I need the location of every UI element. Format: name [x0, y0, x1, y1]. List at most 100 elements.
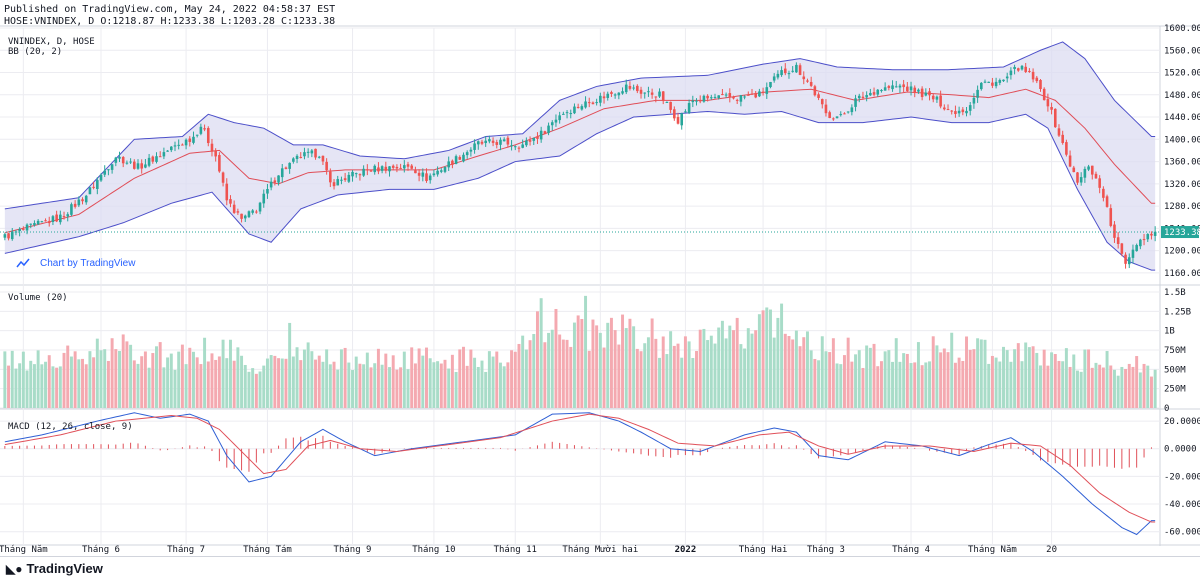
candle-body[interactable]	[943, 107, 946, 110]
volume-bar[interactable]	[968, 349, 972, 408]
volume-bar[interactable]	[739, 344, 743, 408]
candle-body[interactable]	[924, 92, 928, 96]
candle-body[interactable]	[351, 171, 354, 177]
volume-bar[interactable]	[720, 320, 724, 408]
candle-body[interactable]	[880, 90, 883, 92]
volume-bar[interactable]	[280, 358, 284, 408]
candle-body[interactable]	[266, 188, 269, 194]
volume-bar[interactable]	[1112, 369, 1116, 408]
candle-body[interactable]	[1061, 134, 1064, 143]
candle-body[interactable]	[965, 110, 968, 114]
candle-body[interactable]	[750, 93, 754, 95]
volume-bar[interactable]	[402, 351, 406, 408]
candle-body[interactable]	[506, 137, 510, 145]
candle-body[interactable]	[232, 204, 236, 213]
candle-body[interactable]	[724, 94, 728, 96]
volume-bar[interactable]	[787, 336, 791, 408]
volume-bar[interactable]	[994, 357, 998, 408]
candle-body[interactable]	[691, 100, 695, 103]
volume-bar[interactable]	[820, 336, 824, 408]
candle-body[interactable]	[872, 92, 876, 95]
candle-body[interactable]	[1120, 243, 1124, 254]
candle-body[interactable]	[1153, 231, 1157, 236]
candle-body[interactable]	[1009, 70, 1013, 76]
volume-bar[interactable]	[746, 328, 750, 408]
candle-body[interactable]	[710, 97, 713, 99]
volume-bar[interactable]	[621, 314, 625, 408]
volume-bar[interactable]	[195, 357, 199, 408]
candle-body[interactable]	[425, 173, 428, 181]
volume-bar[interactable]	[498, 362, 502, 408]
candle-body[interactable]	[928, 91, 931, 96]
candle-body[interactable]	[687, 103, 691, 113]
volume-bar[interactable]	[14, 368, 18, 408]
candle-body[interactable]	[81, 199, 84, 202]
candle-body[interactable]	[499, 139, 502, 145]
volume-bar[interactable]	[21, 351, 25, 408]
volume-bar[interactable]	[10, 350, 14, 408]
candle-body[interactable]	[1105, 196, 1109, 207]
candle-body[interactable]	[129, 161, 132, 163]
volume-bar[interactable]	[580, 318, 584, 408]
volume-bar[interactable]	[976, 338, 980, 408]
candle-body[interactable]	[133, 161, 136, 169]
volume-bar[interactable]	[887, 350, 891, 408]
candle-body[interactable]	[458, 156, 462, 160]
volume-bar[interactable]	[458, 349, 462, 408]
candle-body[interactable]	[1124, 254, 1127, 264]
volume-bar[interactable]	[539, 298, 543, 408]
candle-body[interactable]	[340, 179, 343, 181]
volume-bar[interactable]	[162, 367, 166, 408]
candle-body[interactable]	[1087, 166, 1090, 170]
volume-bar[interactable]	[924, 362, 928, 408]
volume-bar[interactable]	[77, 359, 81, 408]
candle-body[interactable]	[525, 140, 528, 146]
volume-bar[interactable]	[535, 311, 539, 408]
candle-body[interactable]	[1042, 88, 1046, 101]
candle-body[interactable]	[188, 138, 192, 142]
volume-bar[interactable]	[199, 364, 203, 408]
candle-body[interactable]	[809, 81, 813, 86]
candle-body[interactable]	[25, 224, 29, 231]
volume-bar[interactable]	[987, 363, 991, 408]
volume-bar[interactable]	[473, 357, 477, 408]
candle-body[interactable]	[10, 231, 14, 240]
candle-body[interactable]	[1035, 77, 1039, 82]
volume-bar[interactable]	[894, 338, 898, 408]
volume-bar[interactable]	[339, 349, 343, 408]
candle-body[interactable]	[1024, 66, 1027, 72]
candle-body[interactable]	[440, 170, 443, 172]
candle-body[interactable]	[118, 156, 121, 159]
volume-bar[interactable]	[247, 371, 251, 408]
candle-body[interactable]	[698, 100, 702, 102]
volume-bar[interactable]	[180, 344, 184, 408]
candle-body[interactable]	[476, 141, 480, 145]
candle-body[interactable]	[1065, 142, 1068, 155]
volume-bar[interactable]	[103, 349, 107, 408]
volume-bar[interactable]	[565, 339, 569, 408]
volume-bar[interactable]	[373, 363, 377, 408]
candle-body[interactable]	[828, 112, 831, 119]
candle-body[interactable]	[1046, 99, 1050, 107]
volume-bar[interactable]	[132, 360, 136, 408]
candle-body[interactable]	[92, 186, 95, 188]
volume-bar[interactable]	[143, 351, 147, 408]
candle-body[interactable]	[1020, 65, 1024, 70]
candle-body[interactable]	[558, 115, 561, 121]
volume-bar[interactable]	[802, 337, 806, 408]
candle-body[interactable]	[1094, 173, 1098, 179]
volume-bar[interactable]	[695, 351, 698, 408]
volume-bar[interactable]	[314, 359, 318, 408]
volume-bar[interactable]	[783, 333, 787, 408]
candle-body[interactable]	[1017, 68, 1020, 71]
candle-body[interactable]	[980, 82, 983, 90]
candle-body[interactable]	[1098, 178, 1101, 188]
volume-bar[interactable]	[188, 347, 192, 408]
volume-bar[interactable]	[1039, 365, 1042, 408]
candle-body[interactable]	[303, 152, 306, 157]
volume-bar[interactable]	[258, 371, 262, 408]
candle-body[interactable]	[251, 210, 254, 213]
candle-body[interactable]	[765, 87, 769, 94]
candle-body[interactable]	[269, 181, 273, 188]
volume-bar[interactable]	[902, 353, 906, 408]
